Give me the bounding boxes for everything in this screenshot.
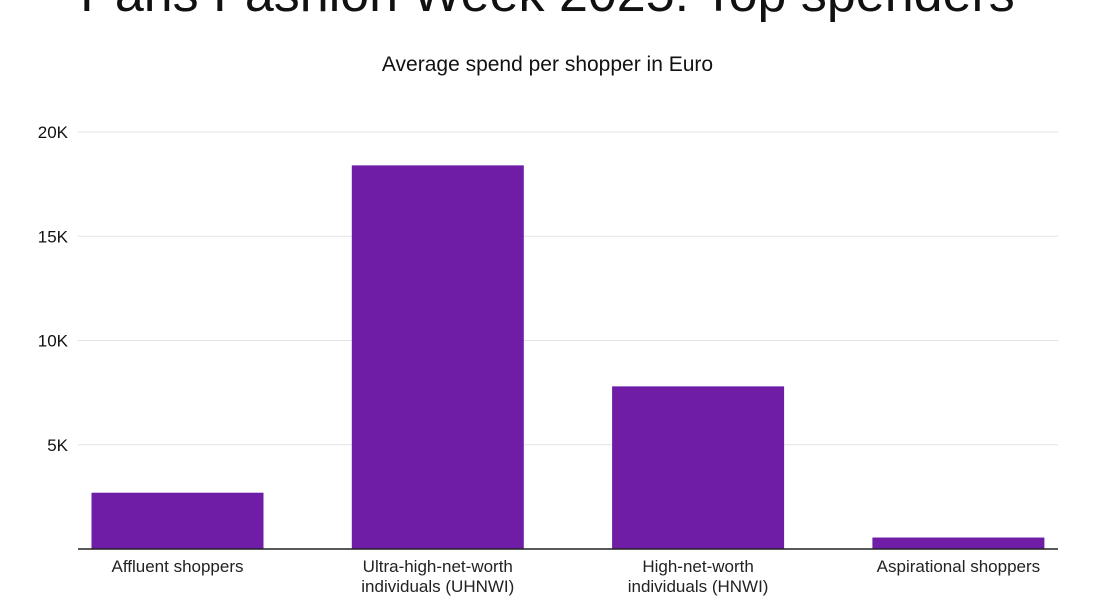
bar: [351, 165, 524, 550]
x-category-label-line: Aspirational shoppers: [877, 557, 1040, 576]
y-axis-ticks: 5K 10K 15K 20K: [38, 123, 69, 455]
x-category-label-line: Ultra-high-net-worth: [363, 557, 513, 576]
y-tick-label: 5K: [47, 436, 68, 455]
x-category-label: Affluent shoppers: [112, 557, 244, 576]
x-category-label: Ultra-high-net-worth individuals (UHNWI): [361, 557, 514, 596]
x-axis-labels: Affluent shoppers Ultra-high-net-worth ind…: [112, 557, 1041, 596]
y-tick-label: 10K: [38, 332, 69, 351]
bar: [91, 492, 264, 549]
chart-title: Paris Fashion Week 2025: Top spenders: [0, 0, 1095, 20]
bars: [91, 165, 1045, 550]
x-category-label-line: Affluent shoppers: [112, 557, 244, 576]
y-tick-label: 15K: [38, 227, 69, 246]
x-category-label-line: High-net-worth: [642, 557, 754, 576]
x-category-label: Aspirational shoppers: [877, 557, 1040, 576]
x-category-label-line: individuals (UHNWI): [361, 577, 514, 596]
bar: [872, 537, 1045, 549]
x-category-label: High-net-worth individuals (HNWI): [628, 557, 769, 596]
chart-subtitle: Average spend per shopper in Euro: [381, 53, 714, 76]
y-tick-label: 20K: [38, 123, 69, 142]
x-category-label-line: individuals (HNWI): [628, 577, 769, 596]
gridlines: [78, 131, 1058, 446]
bar: [612, 386, 785, 549]
